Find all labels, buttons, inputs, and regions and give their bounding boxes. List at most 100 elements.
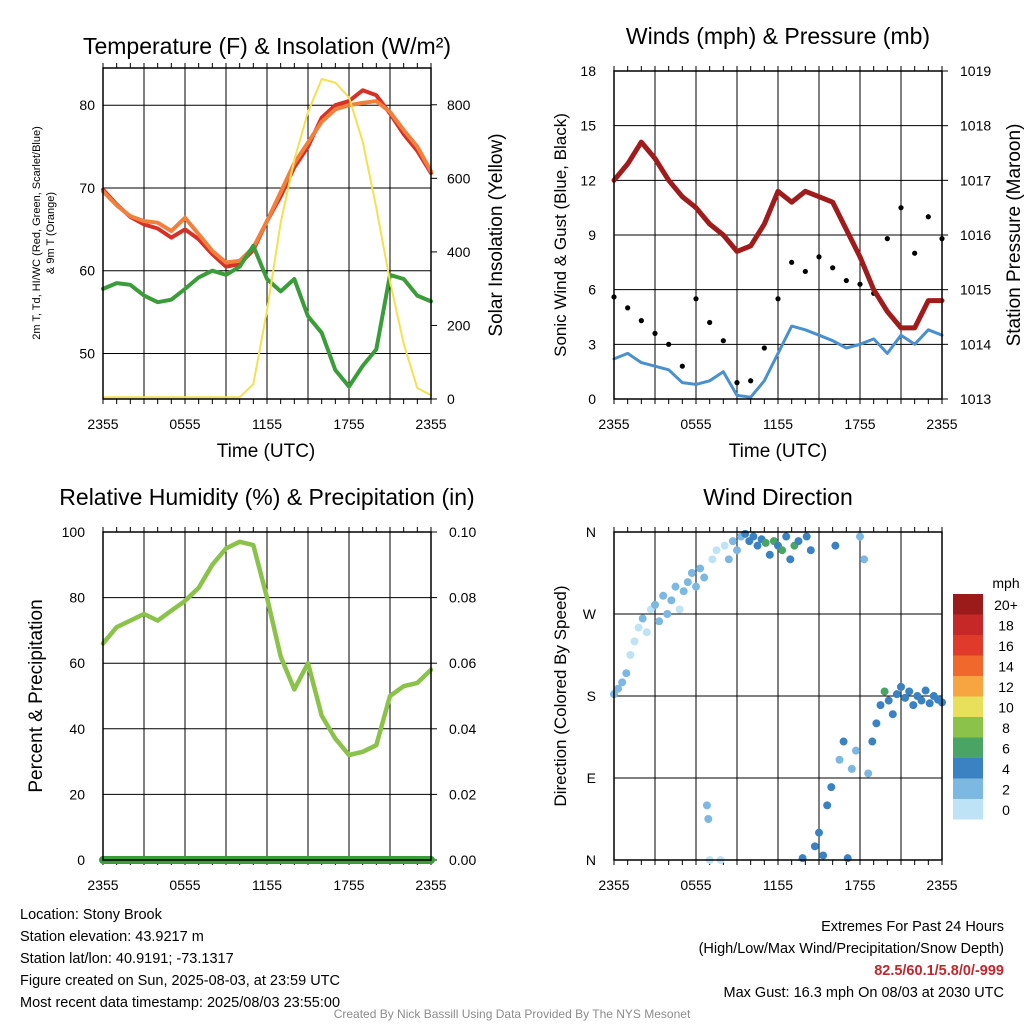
x-tick-label: 2355 bbox=[415, 416, 446, 432]
y-tick-label: 50 bbox=[79, 345, 95, 361]
y2-tick-label: 0.02 bbox=[449, 786, 476, 802]
x-tick-label: 2355 bbox=[926, 416, 957, 432]
x-tick-label: 2355 bbox=[598, 877, 629, 893]
direction-point bbox=[802, 532, 811, 541]
direction-point bbox=[892, 690, 901, 699]
gust-point bbox=[857, 281, 863, 287]
gust-point bbox=[638, 318, 644, 324]
x-tick-label: 2355 bbox=[87, 416, 118, 432]
colorbar-swatch bbox=[953, 778, 983, 799]
colorbar-swatch bbox=[953, 799, 983, 820]
y2-tick-label: 0.00 bbox=[449, 852, 476, 868]
y-tick-label: W bbox=[583, 606, 597, 622]
gust-point bbox=[884, 236, 890, 242]
direction-point bbox=[847, 764, 856, 773]
direction-point bbox=[630, 637, 639, 646]
direction-point bbox=[622, 669, 631, 678]
direction-point bbox=[696, 564, 705, 573]
y-axis-label: 2m T, Td, HI/WC (Red, Green, Scarlet/Blu… bbox=[31, 126, 43, 340]
colorbar-swatch bbox=[953, 594, 983, 615]
extremes-title: Extremes For Past 24 Hours bbox=[821, 919, 1004, 935]
y2-tick-label: 0.04 bbox=[449, 721, 476, 737]
colorbar-label: 8 bbox=[1002, 720, 1010, 736]
direction-point bbox=[876, 701, 885, 710]
x-tick-label: 2355 bbox=[598, 416, 629, 432]
direction-point bbox=[856, 532, 864, 541]
y2-tick-label: 1015 bbox=[960, 282, 991, 298]
x-tick-label: 0555 bbox=[169, 877, 200, 893]
x-tick-label: 1755 bbox=[844, 416, 875, 432]
plot-frame bbox=[613, 70, 943, 400]
y2-tick-label: 0.08 bbox=[449, 590, 476, 606]
gust-point bbox=[707, 319, 713, 326]
colorbar-label: 10 bbox=[998, 700, 1014, 716]
colorbar-label: 4 bbox=[1002, 761, 1010, 777]
y-tick-label: 12 bbox=[580, 172, 596, 188]
y-tick-label: S bbox=[587, 688, 596, 704]
x-tick-label: 2355 bbox=[926, 877, 957, 893]
direction-point bbox=[860, 555, 869, 564]
direction-point bbox=[741, 529, 750, 538]
x-tick-label: 2355 bbox=[87, 877, 118, 893]
colorbar-label: 6 bbox=[1002, 741, 1010, 757]
direction-point bbox=[786, 555, 795, 564]
info-line: Station elevation: 43.9217 m bbox=[20, 929, 204, 945]
series-line-sonic_wind bbox=[612, 324, 944, 399]
y2-tick-label: 800 bbox=[447, 97, 471, 113]
direction-point bbox=[794, 537, 803, 546]
direction-point bbox=[810, 842, 819, 851]
series-line-dewpoint_2m bbox=[101, 243, 433, 389]
direction-point bbox=[868, 737, 877, 746]
direction-point bbox=[702, 801, 711, 810]
x-tick-label: 1755 bbox=[844, 877, 875, 893]
direction-point bbox=[679, 587, 688, 596]
y2-axis-label: Station Pressure (Maroon) bbox=[1004, 124, 1024, 347]
y-tick-label: 40 bbox=[69, 721, 85, 737]
gust-point bbox=[830, 265, 836, 271]
direction-point bbox=[815, 828, 823, 837]
plot-frame bbox=[102, 531, 432, 861]
y-tick-label: 20 bbox=[69, 786, 85, 802]
series-line-relative_humidity bbox=[100, 539, 434, 758]
plot-frame bbox=[613, 531, 943, 861]
y2-tick-label: 1019 bbox=[960, 63, 991, 79]
y-tick-label: 6 bbox=[588, 282, 596, 298]
direction-point bbox=[872, 719, 881, 728]
direction-point bbox=[659, 591, 668, 600]
y-tick-label: 100 bbox=[62, 524, 86, 540]
y2-tick-label: 1018 bbox=[960, 118, 991, 134]
direction-point bbox=[700, 573, 709, 582]
y-tick-label: 0 bbox=[588, 391, 596, 407]
direction-point bbox=[708, 555, 717, 564]
direction-point bbox=[831, 541, 840, 550]
extremes-subtitle: (High/Low/Max Wind/Precipitation/Snow De… bbox=[698, 941, 1004, 957]
direction-point bbox=[614, 684, 623, 693]
colorbar-swatch bbox=[953, 655, 983, 676]
direction-point bbox=[843, 854, 852, 863]
extremes-values: 82.5/60.1/5.8/0/-999 bbox=[874, 963, 1004, 979]
gust-point bbox=[734, 380, 740, 386]
y2-tick-label: 600 bbox=[447, 170, 471, 186]
x-tick-label: 2355 bbox=[415, 877, 446, 893]
x-tick-label: 1155 bbox=[763, 877, 793, 893]
colorbar-label: 20+ bbox=[994, 597, 1018, 613]
panel-title: Temperature (F) & Insolation (W/m²) bbox=[83, 33, 451, 59]
direction-point bbox=[905, 687, 914, 696]
direction-point bbox=[864, 769, 873, 778]
y-tick-label: 80 bbox=[79, 97, 95, 113]
y-axis-label: Sonic Wind & Gust (Blue, Black) bbox=[551, 113, 570, 357]
info-line: Figure created on Sun, 2025-08-03, at 23… bbox=[20, 973, 340, 989]
colorbar-label: 14 bbox=[998, 659, 1014, 675]
gust-point bbox=[666, 341, 672, 347]
y2-tick-label: 1014 bbox=[960, 336, 991, 352]
gust-point bbox=[761, 345, 767, 351]
gust-point bbox=[816, 254, 822, 260]
direction-point bbox=[683, 578, 692, 587]
y2-tick-label: 0.10 bbox=[449, 524, 476, 540]
gust-point bbox=[625, 305, 631, 311]
y-tick-label: 0 bbox=[77, 852, 85, 868]
y2-tick-label: 0.06 bbox=[449, 655, 476, 671]
y-axis-label: Direction (Colored By Speed) bbox=[551, 585, 570, 806]
info-line: Station lat/lon: 40.9191; -73.1317 bbox=[20, 951, 234, 967]
